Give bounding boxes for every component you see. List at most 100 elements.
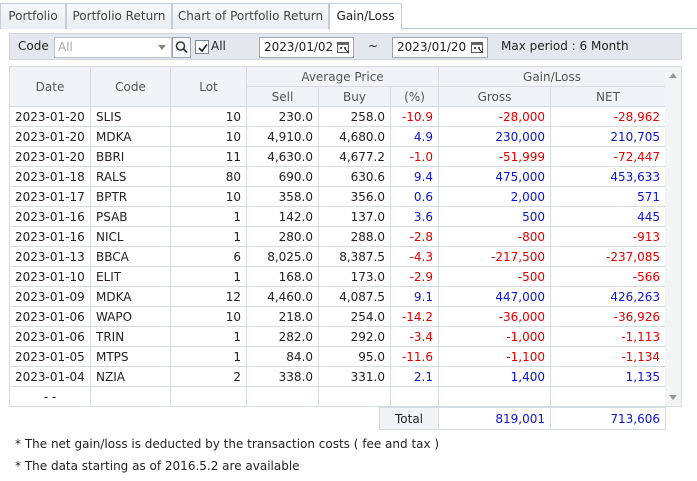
cell-buy: 137.0 xyxy=(318,206,391,227)
cell-buy: 95.0 xyxy=(318,346,391,367)
filter-toolbar: Code All All 2023/01/02 ~ 2023/01/20 xyxy=(9,33,682,60)
search-icon xyxy=(175,41,188,54)
all-checkbox[interactable] xyxy=(195,40,209,54)
col-header-sell[interactable]: Sell xyxy=(246,86,319,107)
code-select[interactable]: All xyxy=(54,37,172,58)
table-row[interactable]: 2023-01-16 PSAB 1 142.0 137.0 3.6 500 445 xyxy=(9,206,666,227)
cell-empty xyxy=(550,386,666,407)
cell-lot: 6 xyxy=(170,246,247,267)
cell-empty xyxy=(246,386,319,407)
vertical-scrollbar[interactable] xyxy=(665,66,682,407)
table-row[interactable]: 2023-01-17 BPTR 10 358.0 356.0 0.6 2,000 571 xyxy=(9,186,666,207)
scroll-down-icon[interactable] xyxy=(669,395,677,400)
cell-pct: 0.6 xyxy=(390,186,439,207)
table-row[interactable]: 2023-01-09 MDKA 12 4,460.0 4,087.5 9.1 447,000… xyxy=(9,286,666,307)
date-from-input[interactable]: 2023/01/02 xyxy=(259,37,354,58)
cell-net: 426,263 xyxy=(550,286,666,307)
code-label: Code xyxy=(18,39,49,53)
table-row[interactable]: 2023-01-06 WAPO 10 218.0 254.0 -14.2 -36,000 -3… xyxy=(9,306,666,327)
cell-date: 2023-01-20 xyxy=(9,126,91,147)
cell-gross: -217,500 xyxy=(438,246,551,267)
cell-lot: 12 xyxy=(170,286,247,307)
cell-date: 2023-01-10 xyxy=(9,266,91,287)
cell-pct: 9.4 xyxy=(390,166,439,187)
table-row[interactable]: 2023-01-10 ELIT 1 168.0 173.0 -2.9 -500 -566 xyxy=(9,266,666,287)
cell-lot: 10 xyxy=(170,106,247,127)
cell-date: 2023-01-04 xyxy=(9,366,91,387)
table-row[interactable]: 2023-01-04 NZIA 2 338.0 331.0 2.1 1,400 1,135 xyxy=(9,366,666,387)
scroll-up-icon[interactable] xyxy=(669,73,677,78)
cell-code: BPTR xyxy=(90,186,171,207)
cell-buy: 630.6 xyxy=(318,166,391,187)
table-row[interactable]: 2023-01-05 MTPS 1 84.0 95.0 -11.6 -1,100 -1,134 xyxy=(9,346,666,367)
table-row[interactable]: 2023-01-13 BBCA 6 8,025.0 8,387.5 -4.3 -217,50… xyxy=(9,246,666,267)
cell-code: BBRI xyxy=(90,146,171,167)
tab-portfolio[interactable]: Portfolio xyxy=(0,3,66,29)
date-to-value: 2023/01/20 xyxy=(397,40,467,54)
table-row[interactable]: 2023-01-16 NICL 1 280.0 288.0 -2.8 -800 -913 xyxy=(9,226,666,247)
cell-sell: 282.0 xyxy=(246,326,319,347)
cell-buy: 8,387.5 xyxy=(318,246,391,267)
cell-pct: -3.4 xyxy=(390,326,439,347)
col-header-date[interactable]: Date xyxy=(9,66,91,107)
max-period-label: Max period : 6 Month xyxy=(501,39,629,53)
cell-date: 2023-01-06 xyxy=(9,326,91,347)
tab-gain-loss[interactable]: Gain/Loss xyxy=(329,3,402,30)
cell-code: WAPO xyxy=(90,306,171,327)
cell-net: 210,705 xyxy=(550,126,666,147)
cell-buy: 4,677.2 xyxy=(318,146,391,167)
cell-pct: 3.6 xyxy=(390,206,439,227)
cell-sell: 84.0 xyxy=(246,346,319,367)
cell-pct: -2.8 xyxy=(390,226,439,247)
cell-code: MTPS xyxy=(90,346,171,367)
note-net-deduction: * The net gain/loss is deducted by the t… xyxy=(15,437,440,451)
cell-code: RALS xyxy=(90,166,171,187)
cell-lot: 11 xyxy=(170,146,247,167)
cell-code: NZIA xyxy=(90,366,171,387)
cell-gross: -36,000 xyxy=(438,306,551,327)
table-row[interactable]: 2023-01-20 SLIS 10 230.0 258.0 -10.9 -28,000 -2… xyxy=(9,106,666,127)
col-header-pct[interactable]: (%) xyxy=(390,86,439,107)
calendar-icon[interactable] xyxy=(470,40,485,55)
cell-date: 2023-01-06 xyxy=(9,306,91,327)
tab-portfolio-return[interactable]: Portfolio Return xyxy=(66,3,172,29)
cell-sell: 690.0 xyxy=(246,166,319,187)
col-header-buy[interactable]: Buy xyxy=(318,86,391,107)
calendar-icon[interactable] xyxy=(336,40,351,55)
total-row: Total 819,001 713,606 xyxy=(379,407,666,430)
cell-code: NICL xyxy=(90,226,171,247)
date-from-value: 2023/01/02 xyxy=(264,40,334,54)
date-to-input[interactable]: 2023/01/20 xyxy=(392,37,488,58)
cell-pct: 9.1 xyxy=(390,286,439,307)
cell-empty xyxy=(390,386,439,407)
col-header-code[interactable]: Code xyxy=(90,66,171,107)
table-row[interactable]: 2023-01-20 BBRI 11 4,630.0 4,677.2 -1.0 -51,99… xyxy=(9,146,666,167)
cell-sell: 218.0 xyxy=(246,306,319,327)
search-button[interactable] xyxy=(172,37,191,58)
cell-pct: -2.9 xyxy=(390,266,439,287)
col-header-gross[interactable]: Gross xyxy=(438,86,551,107)
table-row[interactable]: 2023-01-20 MDKA 10 4,910.0 4,680.0 4.9 230,000… xyxy=(9,126,666,147)
cell-sell: 168.0 xyxy=(246,266,319,287)
cell-date: 2023-01-17 xyxy=(9,186,91,207)
cell-buy: 4,680.0 xyxy=(318,126,391,147)
cell-empty xyxy=(438,386,551,407)
cell-buy: 288.0 xyxy=(318,226,391,247)
col-header-lot[interactable]: Lot xyxy=(170,66,247,107)
cell-lot: 2 xyxy=(170,366,247,387)
col-header-gain-loss: Gain/Loss xyxy=(438,66,666,87)
cell-gross: -500 xyxy=(438,266,551,287)
cell-date: 2023-01-05 xyxy=(9,346,91,367)
table-row[interactable]: 2023-01-18 RALS 80 690.0 630.6 9.4 475,000 453,… xyxy=(9,166,666,187)
table-row[interactable]: 2023-01-06 TRIN 1 282.0 292.0 -3.4 -1,000 -1,11… xyxy=(9,326,666,347)
cell-lot: 80 xyxy=(170,166,247,187)
cell-gross: -1,100 xyxy=(438,346,551,367)
tab-chart-of-portfolio-return[interactable]: Chart of Portfolio Return xyxy=(172,3,329,29)
cell-gross: 230,000 xyxy=(438,126,551,147)
cell-date: 2023-01-20 xyxy=(9,146,91,167)
cell-code: ELIT xyxy=(90,266,171,287)
col-header-net[interactable]: NET xyxy=(550,86,666,107)
cell-pct: -10.9 xyxy=(390,106,439,127)
tab-bar: Portfolio Portfolio Return Chart of Port… xyxy=(0,0,697,30)
cell-code: MDKA xyxy=(90,126,171,147)
